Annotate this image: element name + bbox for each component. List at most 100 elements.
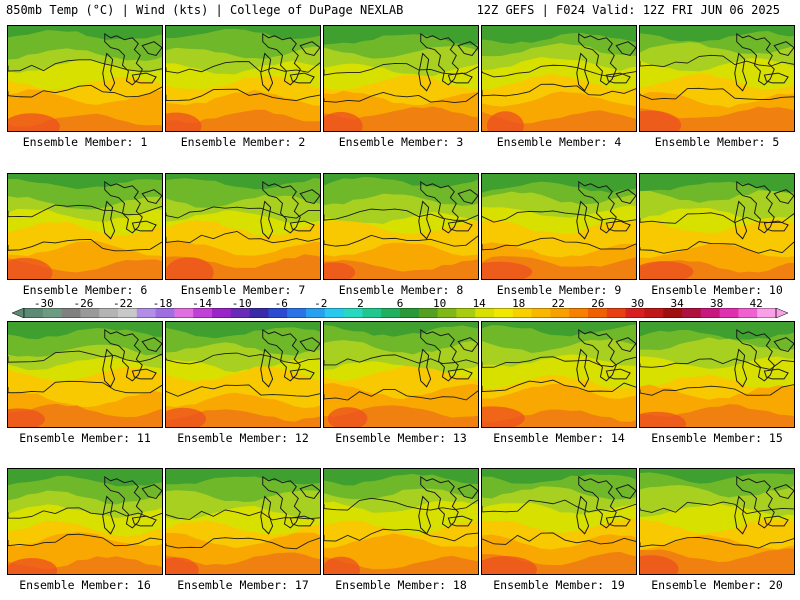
- colorbar-segment: [155, 308, 175, 318]
- wind-contour: [166, 206, 320, 219]
- member-label: Ensemble Member: 20: [651, 578, 783, 592]
- member-label: Ensemble Member: 7: [180, 283, 306, 297]
- colorbar-tick: 22: [551, 297, 565, 310]
- warm-core-shading: [166, 257, 214, 279]
- member-label: Ensemble Member: 16: [19, 578, 151, 592]
- ensemble-member-map: [7, 468, 163, 575]
- great-lakes-outline: [418, 328, 478, 388]
- colorbar-tick: -26: [73, 297, 94, 310]
- temperature-shading: [324, 555, 478, 574]
- colorbar-right-arrow: [775, 308, 788, 318]
- warm-core-shading: [8, 113, 60, 131]
- colorbar-tick: 30: [630, 297, 645, 310]
- ensemble-member-map: [481, 173, 637, 280]
- colorbar-segment: [456, 308, 476, 318]
- temperature-shading: [324, 259, 478, 279]
- colorbar-tick: -18: [152, 297, 173, 310]
- wind-contour: [640, 536, 794, 549]
- colorbar-tick: 34: [670, 297, 684, 310]
- colorbar-segment: [682, 308, 702, 318]
- member-label: Ensemble Member: 4: [496, 135, 622, 149]
- colorbar-tick: -10: [231, 297, 252, 310]
- wind-contour: [482, 356, 636, 368]
- wind-contour: [324, 354, 478, 366]
- ensemble-member-map: [323, 321, 479, 428]
- great-lakes-outline: [576, 475, 636, 535]
- member-label: Ensemble Member: 14: [493, 431, 625, 445]
- colorbar-segment: [324, 308, 344, 318]
- ensemble-member-map: [165, 468, 321, 575]
- member-label: Ensemble Member: 2: [180, 135, 306, 149]
- ensemble-member-map: [639, 25, 795, 132]
- colorbar-segment: [418, 308, 438, 318]
- colorbar-tick: 6: [396, 297, 404, 310]
- colorbar-tick: 42: [749, 297, 763, 310]
- great-lakes-outline: [576, 32, 636, 92]
- colorbar-segment: [644, 308, 664, 318]
- colorbar-segment: [606, 308, 626, 318]
- warm-core-shading: [482, 261, 533, 279]
- colorbar-segment: [42, 308, 62, 318]
- warm-core-shading: [482, 556, 537, 574]
- member-label: Ensemble Member: 13: [335, 431, 467, 445]
- temperature-shading: [640, 548, 794, 574]
- model-run-info: 12Z GEFS | F024 Valid: 12Z FRI JUN 06 20…: [476, 3, 780, 17]
- great-lakes-outline: [260, 328, 320, 388]
- wind-contour: [324, 234, 478, 247]
- wind-contour: [8, 350, 162, 363]
- wind-contour: [166, 352, 320, 365]
- ensemble-member-map: [7, 25, 163, 132]
- colorbar-segment: [80, 308, 100, 318]
- wind-contour: [324, 62, 478, 76]
- great-lakes-outline: [734, 32, 794, 92]
- wind-contour: [640, 501, 794, 515]
- colorbar-segment: [230, 308, 250, 318]
- wind-contour: [8, 507, 162, 519]
- wind-contour: [8, 84, 162, 98]
- ensemble-member-map: [481, 468, 637, 575]
- wind-contour: [8, 204, 162, 218]
- colorbar-segment: [136, 308, 156, 318]
- colorbar-tick: -2: [314, 297, 328, 310]
- warm-core-shading: [166, 557, 199, 574]
- wind-contour: [324, 528, 478, 542]
- colorbar-tick: -6: [274, 297, 288, 310]
- wind-contour: [166, 537, 320, 550]
- colorbar-segment: [174, 308, 194, 318]
- colorbar-segment: [588, 308, 608, 318]
- warm-core-shading: [8, 558, 58, 574]
- warm-core-shading: [324, 262, 356, 279]
- colorbar-tick: 26: [591, 297, 605, 310]
- ensemble-member-map: [323, 173, 479, 280]
- colorbar-tick: 38: [709, 297, 724, 310]
- temperature-shading: [166, 552, 320, 574]
- great-lakes-outline: [102, 475, 162, 535]
- wind-contour: [166, 230, 320, 244]
- member-label: Ensemble Member: 3: [338, 135, 464, 149]
- great-lakes-outline: [260, 32, 320, 92]
- temperature-shading: [166, 109, 320, 131]
- colorbar-segment: [475, 308, 495, 318]
- wind-contour: [166, 61, 320, 74]
- wind-contour: [640, 241, 794, 254]
- wind-contour: [640, 358, 794, 370]
- member-label: Ensemble Member: 11: [19, 431, 151, 445]
- member-label: Ensemble Member: 8: [338, 283, 464, 297]
- ensemble-member-map: [165, 321, 321, 428]
- warm-core-shading: [8, 257, 53, 279]
- great-lakes-outline: [418, 32, 478, 92]
- warm-core-shading: [640, 555, 679, 574]
- colorbar-segment: [99, 308, 119, 318]
- wind-contour: [482, 83, 636, 97]
- great-lakes-outline: [734, 180, 794, 240]
- temperature-colorbar: [12, 308, 788, 318]
- warm-core-shading: [166, 112, 202, 131]
- great-lakes-outline: [734, 475, 794, 535]
- ensemble-member-map: [481, 321, 637, 428]
- colorbar-segment: [343, 308, 363, 318]
- wind-contour: [482, 499, 636, 513]
- member-label: Ensemble Member: 10: [651, 283, 783, 297]
- colorbar-segment: [494, 308, 514, 318]
- map-title: 850mb Temp (°C) | Wind (kts) | College o…: [6, 3, 404, 17]
- colorbar-segment: [381, 308, 401, 318]
